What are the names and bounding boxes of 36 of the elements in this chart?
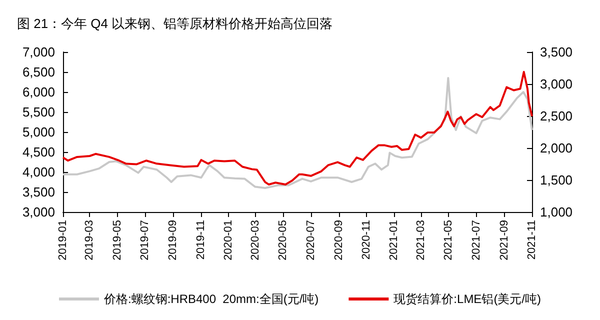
- y-tick-label: 3,000: [22, 204, 55, 220]
- x-tick-label: 2019-01: [57, 220, 69, 260]
- legend-label: 现货结算价:LME铝(美元/吨): [394, 292, 542, 306]
- x-tick-label: 2020-05: [277, 220, 290, 260]
- x-tick-label: 2019-03: [84, 220, 96, 260]
- x-tick-label: 2020-07: [304, 220, 317, 260]
- x-tick-label: 2020-01: [222, 220, 234, 260]
- y2-tick-label: 2,000: [540, 140, 573, 156]
- y-tick-label: 4,500: [22, 144, 55, 160]
- x-tick-label: 2021-09: [498, 220, 510, 260]
- x-tick-label: 2021-01: [388, 220, 400, 260]
- x-tick-label: 2019-11: [194, 220, 207, 260]
- chart-title: 图 21：今年 Q4 以来钢、铝等原材料价格开始高位回落: [17, 16, 333, 31]
- y-tick-label: 7,000: [22, 44, 55, 60]
- y2-tick-label: 3,000: [540, 76, 573, 92]
- x-tick-label: 2021-11: [526, 220, 538, 260]
- x-tick-label: 2020-09: [332, 220, 345, 260]
- x-tick-label: 2020-11: [360, 220, 373, 260]
- x-tick-label: 2019-07: [139, 220, 152, 260]
- y-tick-label: 4,000: [22, 164, 55, 180]
- x-tick-label: 2021-03: [414, 220, 427, 260]
- y-tick-label: 6,500: [22, 64, 55, 80]
- y2-tick-label: 1,500: [540, 172, 573, 188]
- y-tick-label: 3,500: [22, 184, 55, 200]
- y-tick-label: 6,000: [22, 84, 55, 100]
- y-tick-label: 5,500: [22, 104, 55, 120]
- legend-label: 价格:螺纹钢:HRB400 20mm:全国(元/吨): [102, 292, 319, 306]
- y2-tick-label: 1,000: [540, 204, 573, 220]
- x-tick-label: 2021-05: [442, 220, 455, 260]
- x-tick-label: 2019-09: [167, 220, 180, 260]
- y2-tick-label: 3,500: [540, 44, 573, 60]
- y-tick-label: 5,000: [22, 124, 55, 140]
- y2-tick-label: 2,500: [540, 108, 573, 124]
- x-tick-label: 2019-05: [111, 220, 124, 260]
- x-tick-label: 2021-07: [470, 220, 482, 260]
- x-tick-label: 2020-03: [250, 220, 262, 260]
